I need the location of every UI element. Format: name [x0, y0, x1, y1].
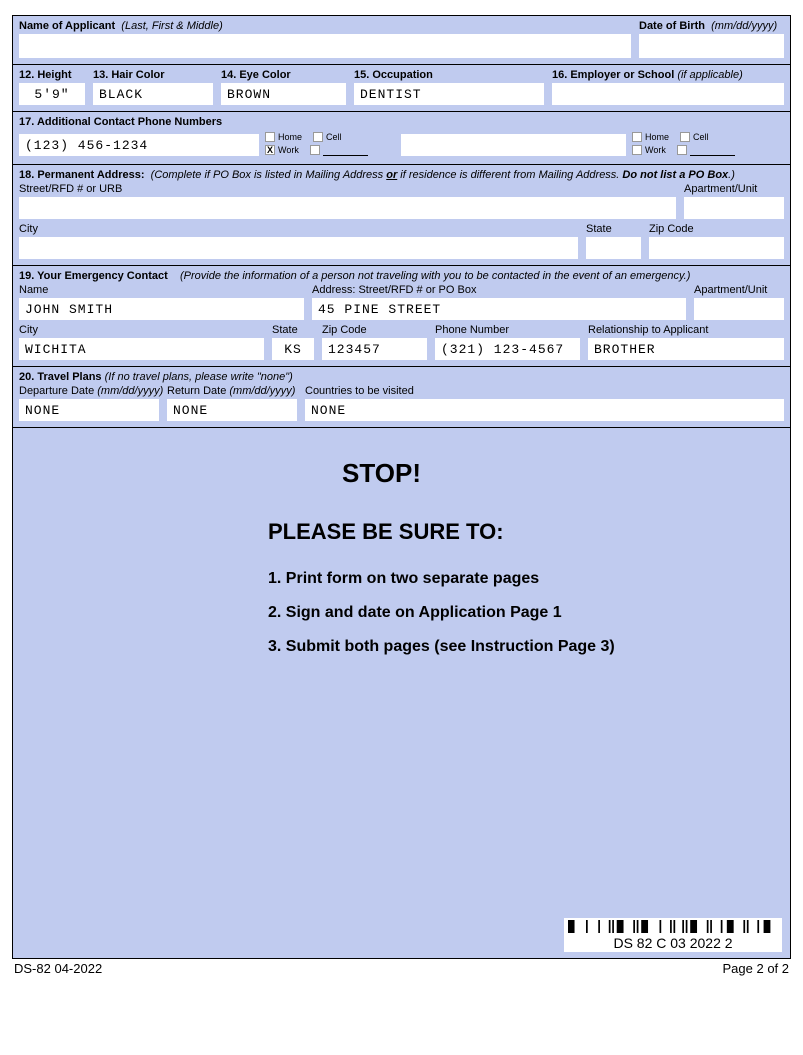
em-addr-input[interactable] [312, 298, 686, 320]
travel-label: 20. Travel Plans (If no travel plans, pl… [19, 371, 784, 383]
employer-label: 16. Employer or School (if applicable) [552, 69, 784, 81]
occupation-label: 15. Occupation [354, 69, 544, 81]
em-name-input[interactable] [19, 298, 304, 320]
height-input[interactable] [19, 83, 85, 105]
permaddr-apt-input[interactable] [684, 197, 784, 219]
page-footer: DS-82 04-2022 Page 2 of 2 [12, 959, 791, 976]
em-addr-label: Address: Street/RFD # or PO Box [312, 284, 686, 296]
em-zip-label: Zip Code [322, 324, 427, 336]
ret-label: Return Date (mm/dd/yyyy) [167, 385, 297, 397]
permaddr-state-input[interactable] [586, 237, 641, 259]
stop-item-1: 1. Print form on two separate pages [268, 570, 760, 588]
em-apt-input[interactable] [694, 298, 784, 320]
applicant-name-label: Name of Applicant (Last, First & Middle) [19, 20, 631, 32]
em-rel-label: Relationship to Applicant [588, 324, 784, 336]
permaddr-city-label: City [19, 223, 578, 235]
em-name-label: Name [19, 284, 304, 296]
height-label: 12. Height [19, 69, 85, 81]
section-emergency: 19. Your Emergency Contact (Provide the … [13, 266, 790, 367]
dep-input[interactable] [19, 399, 159, 421]
phone1-input[interactable] [19, 134, 259, 156]
countries-label: Countries to be visited [305, 385, 784, 397]
em-state-input[interactable] [272, 338, 314, 360]
section-stop: STOP! PLEASE BE SURE TO: 1. Print form o… [13, 428, 790, 958]
barcode-text: DS 82 C 03 2022 2 [568, 935, 778, 951]
em-state-label: State [272, 324, 314, 336]
stop-item-2: 2. Sign and date on Application Page 1 [268, 604, 760, 622]
employer-input[interactable] [552, 83, 784, 105]
phone1-work-checkbox[interactable]: X [265, 145, 275, 155]
em-rel-input[interactable] [588, 338, 784, 360]
applicant-name-input[interactable] [19, 34, 631, 58]
section-travel: 20. Travel Plans (If no travel plans, pl… [13, 367, 790, 428]
occupation-input[interactable] [354, 83, 544, 105]
hair-label: 13. Hair Color [93, 69, 213, 81]
phone2-checkboxes: Home Cell Work [632, 132, 762, 158]
phone2-other-line [690, 144, 735, 156]
phone2-other-checkbox[interactable] [677, 145, 687, 155]
dob-label: Date of Birth (mm/dd/yyyy) [639, 20, 784, 32]
page: Name of Applicant (Last, First & Middle)… [0, 0, 803, 981]
stop-instructions: 1. Print form on two separate pages 2. S… [268, 570, 760, 656]
countries-input[interactable] [305, 399, 784, 421]
stop-besure: PLEASE BE SURE TO: [268, 519, 760, 545]
barcode-container: ▌││║▌║▌│║║▌║│▌║│▌║▌│║▌║▌│║▌║║▌│║▌║▌ DS 8… [564, 918, 782, 952]
em-zip-input[interactable] [322, 338, 427, 360]
phone2-cell-checkbox[interactable] [680, 132, 690, 142]
dob-input[interactable] [639, 34, 784, 58]
stop-title: STOP! [3, 458, 760, 489]
section-contact: 17. Additional Contact Phone Numbers Hom… [13, 112, 790, 165]
permaddr-street-label: Street/RFD # or URB [19, 183, 676, 195]
dep-label: Departure Date (mm/dd/yyyy) [19, 385, 159, 397]
em-city-input[interactable] [19, 338, 264, 360]
phone1-cell-checkbox[interactable] [313, 132, 323, 142]
form-container: Name of Applicant (Last, First & Middle)… [12, 15, 791, 959]
phone1-checkboxes: Home Cell XWork [265, 132, 395, 158]
phone2-home-checkbox[interactable] [632, 132, 642, 142]
em-city-label: City [19, 324, 264, 336]
hair-input[interactable] [93, 83, 213, 105]
phone2-input[interactable] [401, 134, 626, 156]
em-phone-input[interactable] [435, 338, 580, 360]
em-phone-label: Phone Number [435, 324, 580, 336]
phone2-work-checkbox[interactable] [632, 145, 642, 155]
permaddr-state-label: State [586, 223, 641, 235]
footer-right: Page 2 of 2 [723, 961, 790, 976]
phone1-other-checkbox[interactable] [310, 145, 320, 155]
emergency-label: 19. Your Emergency Contact (Provide the … [19, 270, 784, 282]
eye-input[interactable] [221, 83, 346, 105]
em-apt-label: Apartment/Unit [694, 284, 784, 296]
section-name-dob: Name of Applicant (Last, First & Middle)… [13, 16, 790, 65]
section-physical: 12. Height 13. Hair Color 14. Eye Color … [13, 65, 790, 112]
phone1-other-line [323, 144, 368, 156]
barcode-icon: ▌││║▌║▌│║║▌║│▌║│▌║▌│║▌║▌│║▌║║▌│║▌║▌ [568, 920, 778, 933]
eye-label: 14. Eye Color [221, 69, 346, 81]
permaddr-street-input[interactable] [19, 197, 676, 219]
stop-item-3: 3. Submit both pages (see Instruction Pa… [268, 638, 760, 656]
section-permanent-address: 18. Permanent Address: (Complete if PO B… [13, 165, 790, 266]
permaddr-zip-label: Zip Code [649, 223, 784, 235]
contact-label: 17. Additional Contact Phone Numbers [19, 116, 784, 128]
ret-input[interactable] [167, 399, 297, 421]
permaddr-apt-label: Apartment/Unit [684, 183, 784, 195]
permaddr-zip-input[interactable] [649, 237, 784, 259]
permaddr-city-input[interactable] [19, 237, 578, 259]
footer-left: DS-82 04-2022 [14, 961, 102, 976]
permaddr-label: 18. Permanent Address: (Complete if PO B… [19, 169, 784, 181]
phone1-home-checkbox[interactable] [265, 132, 275, 142]
